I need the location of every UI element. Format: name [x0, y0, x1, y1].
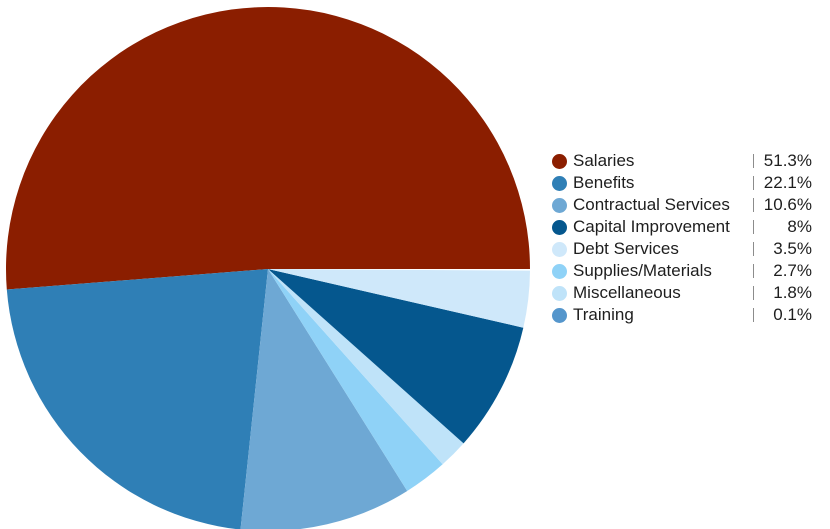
- legend-swatch: [552, 154, 567, 169]
- legend-label: Training: [573, 305, 634, 324]
- legend-item-capital-improvement: Capital Improvement 8%: [552, 216, 824, 238]
- pie-slice-benefits: [6, 269, 268, 529]
- legend-swatch: [552, 198, 567, 213]
- legend-swatch: [552, 242, 567, 257]
- pie-slice-miscellaneous: [268, 269, 464, 465]
- legend-value: 10.6%: [763, 195, 812, 214]
- legend-value: 2.7%: [773, 261, 812, 280]
- legend-label: Contractual Services: [573, 195, 730, 214]
- legend-label: Supplies/Materials: [573, 261, 712, 280]
- legend-swatch: [552, 308, 567, 323]
- legend-value: 8%: [787, 217, 812, 236]
- legend-separator: [753, 154, 754, 168]
- legend-item-miscellaneous: Miscellaneous 1.8%: [552, 282, 824, 304]
- legend-item-training: Training 0.1%: [552, 304, 824, 326]
- pie-slice-contractual-services: [240, 269, 408, 529]
- legend-value: 1.8%: [773, 283, 812, 302]
- legend-swatch: [552, 286, 567, 301]
- legend-separator: [753, 220, 754, 234]
- legend-label: Miscellaneous: [573, 283, 681, 302]
- legend-swatch: [552, 220, 567, 235]
- legend-label: Capital Improvement: [573, 217, 730, 236]
- legend-separator: [753, 242, 754, 256]
- legend-separator: [753, 198, 754, 212]
- legend-value: 3.5%: [773, 239, 812, 258]
- legend-value: 51.3%: [763, 151, 812, 170]
- legend-separator: [753, 264, 754, 278]
- pie-chart: [5, 7, 530, 529]
- legend-label: Salaries: [573, 151, 635, 170]
- legend-separator: [753, 286, 754, 300]
- legend-swatch: [552, 176, 567, 191]
- legend-value: 0.1%: [773, 305, 812, 324]
- legend-value: 22.1%: [763, 173, 812, 192]
- legend-item-supplies-materials: Supplies/Materials 2.7%: [552, 260, 824, 282]
- legend-separator: [753, 176, 754, 190]
- pie-slice-supplies-materials: [268, 269, 443, 491]
- legend-label: Debt Services: [573, 239, 679, 258]
- pie-slice-debt-services: [268, 269, 530, 328]
- chart-legend: Salaries 51.3% Benefits 22.1% Contractual Se…: [552, 150, 824, 326]
- legend-item-contractual-services: Contractual Services 10.6%: [552, 194, 824, 216]
- legend-item-debt-services: Debt Services 3.5%: [552, 238, 824, 260]
- pie-slice-salaries: [5, 7, 530, 290]
- legend-item-salaries: Salaries 51.3%: [552, 150, 824, 172]
- pie-slice-capital-improvement: [268, 269, 524, 444]
- legend-separator: [753, 308, 754, 322]
- legend-item-benefits: Benefits 22.1%: [552, 172, 824, 194]
- legend-swatch: [552, 264, 567, 279]
- legend-label: Benefits: [573, 173, 635, 192]
